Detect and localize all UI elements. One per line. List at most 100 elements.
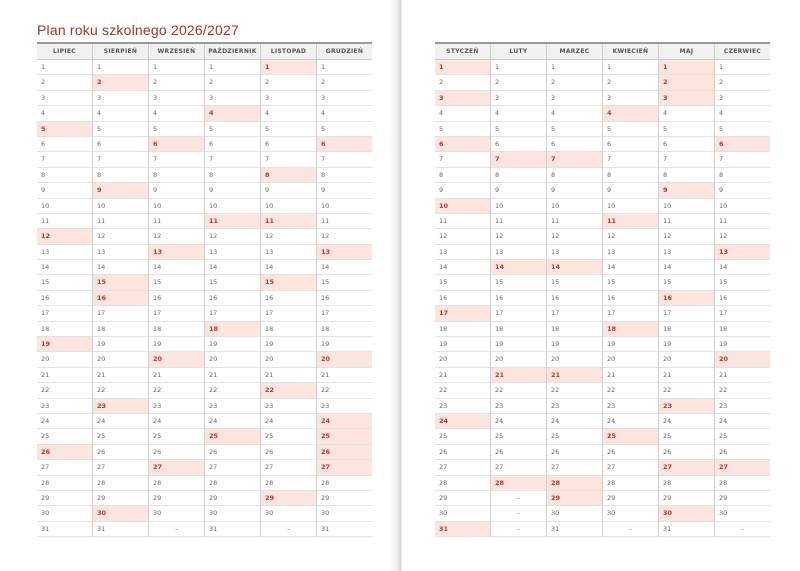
day-cell: 14	[261, 260, 316, 276]
day-cell: 5	[491, 122, 546, 137]
day-cell: 22	[37, 383, 92, 399]
day-cell: 29	[603, 491, 658, 507]
month-column: PAŹDZIERNIK 1 2 3 4 5 6 7 8 9 10 11 12 13 14 15 16 17 18 19…	[204, 44, 260, 538]
month-header: LIPIEC	[37, 44, 92, 60]
day-cell: 5	[715, 122, 770, 137]
day-cell: 8	[93, 168, 148, 184]
day-cell: 11	[491, 214, 546, 230]
day-cell: 8	[149, 168, 204, 184]
day-cell: 6	[205, 137, 260, 153]
day-cell-holiday: 26	[317, 444, 372, 461]
day-cell-holiday: 25	[603, 429, 658, 445]
day-cell-holiday: 2	[93, 75, 148, 91]
day-cell: 24	[547, 414, 602, 430]
day-cell: 11	[715, 214, 770, 230]
day-cell-holiday: 11	[205, 213, 260, 230]
day-cell: 9	[547, 183, 602, 199]
day-cell-holiday: 19	[37, 337, 92, 353]
day-cell-holiday: 27	[659, 460, 714, 476]
day-cell: 23	[149, 399, 204, 414]
day-cell: 20	[603, 352, 658, 368]
day-cell: 2	[37, 75, 92, 91]
day-cell-holiday: 22	[261, 383, 316, 399]
day-cell: 9	[491, 183, 546, 199]
day-cell: 28	[659, 476, 714, 491]
day-cell-holiday: 4	[205, 106, 260, 122]
day-cell: 26	[93, 445, 148, 461]
day-cell-holiday: 4	[603, 106, 658, 122]
day-cell: 10	[37, 199, 92, 214]
day-cell-holiday: 12	[37, 229, 92, 245]
day-cell: 17	[261, 306, 316, 322]
day-cell: 4	[93, 106, 148, 122]
day-cell: 19	[547, 337, 602, 353]
day-cell: 1	[205, 60, 260, 76]
day-cell: 21	[205, 368, 260, 384]
month-column: SIERPIEŃ 1 2 3 4 5 6 7 8 9 10 11 12 13 14 15 16 17 18 19 20 2…	[92, 44, 148, 538]
day-cell: 3	[93, 91, 148, 107]
day-cell: 26	[205, 445, 260, 461]
day-cell: 3	[261, 91, 316, 107]
day-cell: 14	[93, 260, 148, 276]
day-cell: 15	[37, 275, 92, 291]
day-cell: 15	[491, 275, 546, 291]
day-cell: 10	[93, 199, 148, 214]
day-cell: 28	[205, 476, 260, 491]
day-cell: 31	[547, 522, 602, 538]
day-cell-holiday: 6	[435, 136, 490, 153]
day-cell: 24	[659, 414, 714, 430]
day-cell: 12	[547, 229, 602, 245]
day-cell: 16	[435, 291, 490, 307]
day-cell: 27	[547, 460, 602, 476]
month-header: LISTOPAD	[261, 44, 316, 60]
month-header: WRZESIEŃ	[149, 44, 204, 60]
day-cell: 21	[37, 368, 92, 384]
day-cell: 29	[37, 491, 92, 507]
day-cell: 22	[149, 383, 204, 399]
day-cell: 6	[659, 137, 714, 153]
day-cell: 2	[715, 75, 770, 91]
day-cell: 4	[317, 106, 372, 122]
day-cell: 28	[93, 476, 148, 491]
day-cell: 18	[715, 322, 770, 338]
day-cell: 11	[149, 214, 204, 230]
day-cell: 24	[715, 414, 770, 430]
day-cell: 16	[491, 291, 546, 307]
day-cell: 16	[603, 291, 658, 307]
day-cell: 5	[261, 122, 316, 137]
day-cell: 13	[491, 245, 546, 261]
day-cell-holiday: 11	[603, 213, 658, 230]
day-cell: 28	[603, 476, 658, 491]
month-header: MAJ	[659, 44, 714, 60]
day-cell: 18	[547, 322, 602, 338]
day-cell: 2	[435, 75, 490, 91]
day-cell-holiday: 9	[659, 183, 714, 199]
day-cell: 23	[603, 399, 658, 414]
day-cell: 10	[205, 199, 260, 214]
day-cell: 19	[435, 337, 490, 353]
day-cell: 5	[205, 122, 260, 137]
day-cell-holiday: 1	[261, 60, 316, 76]
day-cell: 26	[149, 445, 204, 461]
day-cell-holiday: 18	[603, 321, 658, 338]
day-cell-holiday: 3	[435, 90, 490, 107]
day-cell: 24	[261, 414, 316, 430]
day-cell: 4	[491, 106, 546, 122]
day-cell: 2	[547, 75, 602, 91]
day-cell: 25	[149, 429, 204, 445]
day-cell: 12	[603, 229, 658, 245]
day-cell: 11	[435, 214, 490, 230]
day-cell: 22	[205, 383, 260, 399]
day-cell: 28	[149, 476, 204, 491]
day-cell: 7	[93, 152, 148, 168]
day-cell: 17	[659, 306, 714, 322]
day-cell: 14	[317, 260, 372, 276]
day-cell: 13	[93, 245, 148, 261]
day-cell: 8	[205, 168, 260, 184]
month-header: CZERWIEC	[715, 44, 770, 60]
day-cell: 21	[435, 368, 490, 384]
day-cell: 17	[317, 306, 372, 322]
day-cell: 30	[205, 506, 260, 522]
day-cell-holiday: 25	[317, 429, 372, 445]
day-cell: 27	[93, 460, 148, 476]
